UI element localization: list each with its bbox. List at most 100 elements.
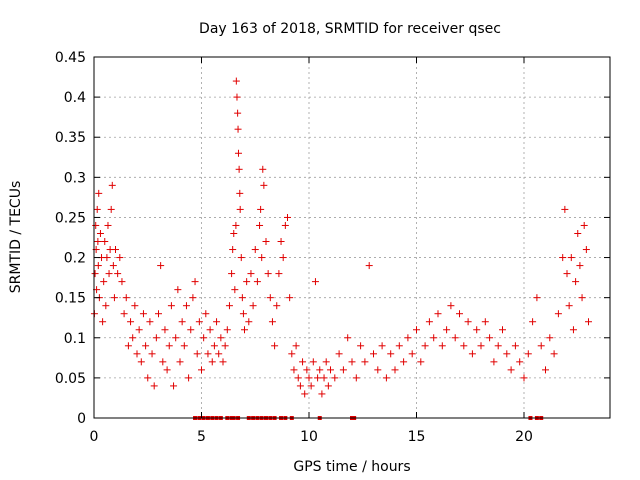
chart-title: Day 163 of 2018, SRMTID for receiver qse… <box>199 21 501 37</box>
data-point <box>191 278 199 286</box>
data-point <box>537 342 545 350</box>
data-point <box>425 318 433 326</box>
data-point <box>451 334 459 342</box>
data-point <box>120 310 128 318</box>
data-point <box>129 334 137 342</box>
data-point <box>477 342 485 350</box>
x-tick-label: 10 <box>300 429 318 445</box>
data-point <box>243 278 251 286</box>
data-point <box>104 221 112 229</box>
data-point <box>271 342 279 350</box>
data-point <box>101 238 109 246</box>
data-point <box>163 366 171 374</box>
data-point <box>481 318 489 326</box>
data-point <box>565 302 573 310</box>
data-point <box>585 318 592 326</box>
data-point <box>241 326 248 334</box>
data-point <box>202 310 210 318</box>
data-point <box>417 358 425 366</box>
data-point <box>279 254 287 262</box>
data-point <box>172 334 180 342</box>
data-point <box>253 278 261 286</box>
grid-lines <box>94 57 610 418</box>
data-point <box>434 310 442 318</box>
data-point <box>133 350 141 358</box>
data-point <box>460 342 468 350</box>
data-point <box>344 334 352 342</box>
data-point <box>281 221 289 229</box>
data-point <box>114 270 122 278</box>
data-point <box>124 342 132 350</box>
x-tick-label: 5 <box>197 429 206 445</box>
data-point <box>468 350 476 358</box>
data-point <box>569 326 577 334</box>
data-point <box>256 221 264 229</box>
data-point <box>473 326 481 334</box>
data-point <box>259 165 267 173</box>
data-point <box>225 302 233 310</box>
data-point <box>215 350 223 358</box>
data-point <box>400 358 408 366</box>
data-point <box>507 366 515 374</box>
data-point <box>456 310 463 318</box>
data-point <box>503 350 511 358</box>
data-point <box>92 221 100 229</box>
data-point <box>314 374 322 382</box>
data-point <box>430 334 438 342</box>
data-point <box>550 350 558 358</box>
data-point <box>563 270 571 278</box>
data-point <box>167 302 175 310</box>
data-point <box>284 213 291 221</box>
data-point <box>559 254 567 262</box>
data-point <box>182 302 190 310</box>
data-point <box>155 310 162 318</box>
data-point <box>324 382 332 390</box>
data-point <box>110 294 118 302</box>
data-point <box>94 238 102 246</box>
data-point <box>438 342 446 350</box>
data-point <box>102 302 110 310</box>
data-point <box>127 318 135 326</box>
data-point <box>542 366 549 374</box>
data-point <box>233 93 241 101</box>
data-point <box>170 382 178 390</box>
data-point <box>316 366 324 374</box>
data-point <box>210 342 218 350</box>
data-series <box>90 77 592 420</box>
data-point <box>578 294 586 302</box>
data-point <box>91 270 99 278</box>
data-point <box>232 77 240 85</box>
data-point <box>237 254 245 262</box>
data-point <box>100 278 108 286</box>
data-point <box>161 326 169 334</box>
data-point <box>236 189 244 197</box>
data-point <box>187 326 195 334</box>
data-point <box>232 221 240 229</box>
data-point <box>236 205 244 213</box>
data-point <box>499 326 506 334</box>
data-point <box>107 205 115 213</box>
data-point <box>105 270 113 278</box>
data-point <box>294 374 302 382</box>
data-point <box>198 366 205 374</box>
data-point <box>305 374 313 382</box>
data-point <box>546 334 554 342</box>
y-tick-label: 0.2 <box>64 251 86 267</box>
data-point <box>277 238 285 246</box>
data-point <box>443 326 451 334</box>
data-point <box>204 350 212 358</box>
data-point <box>554 310 562 318</box>
data-point <box>352 374 360 382</box>
data-point <box>582 246 590 254</box>
x-tick-label: 0 <box>90 429 99 445</box>
data-point <box>195 318 203 326</box>
data-point <box>520 374 528 382</box>
y-tick-label: 0.25 <box>55 210 86 226</box>
plot-frame <box>93 56 611 419</box>
data-point <box>159 358 167 366</box>
data-point <box>139 310 147 318</box>
y-tick-label: 0.15 <box>55 291 86 307</box>
data-point <box>174 286 182 294</box>
data-point <box>189 294 197 302</box>
data-point <box>273 302 281 310</box>
